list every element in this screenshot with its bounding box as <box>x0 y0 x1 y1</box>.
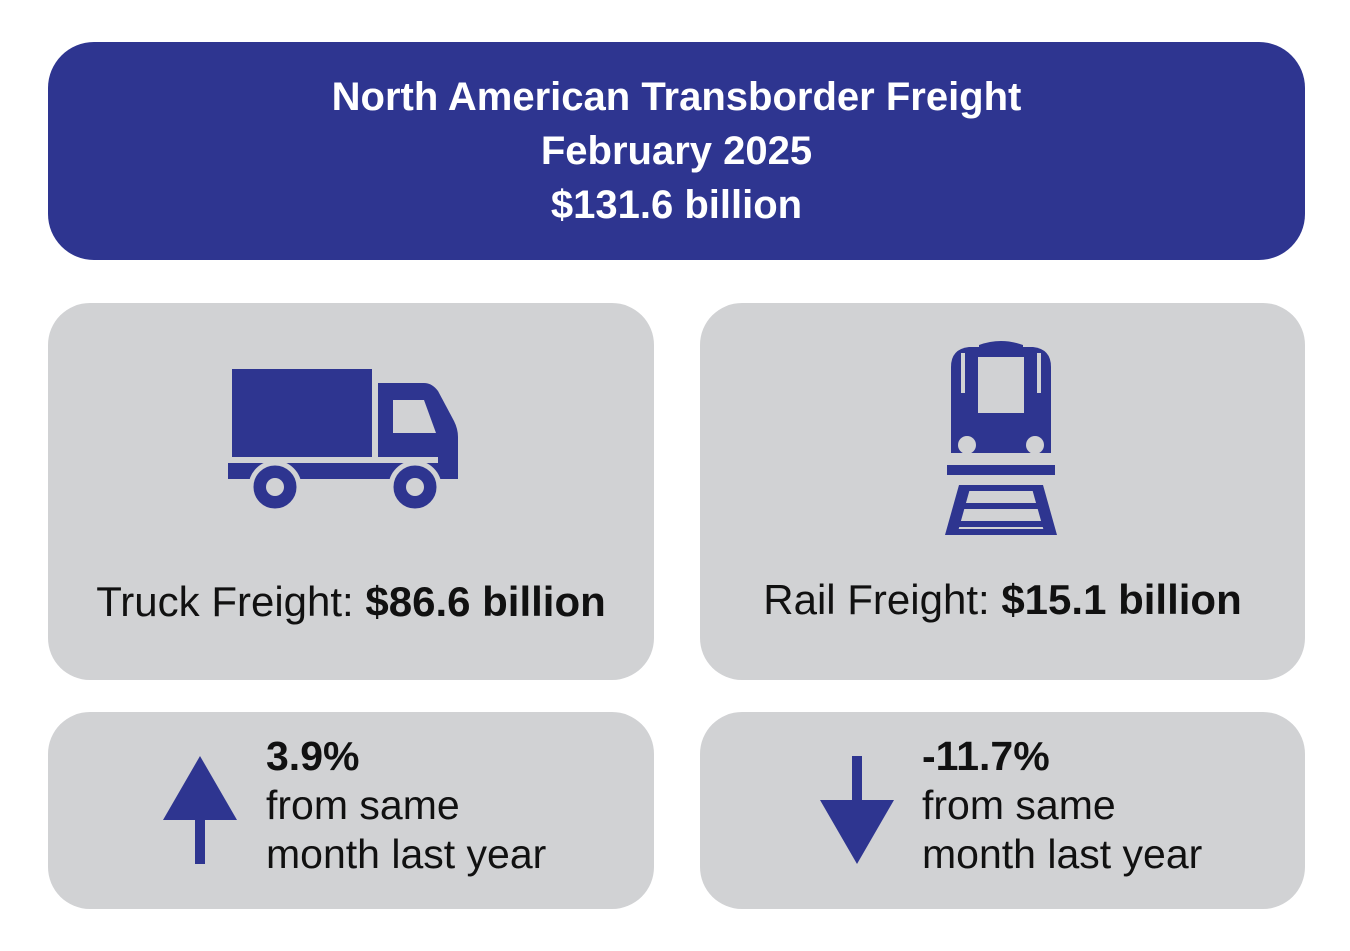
rail-freight-value: $15.1 billion <box>1001 576 1242 623</box>
header-total: $131.6 billion <box>550 183 803 227</box>
train-icon <box>945 341 1057 535</box>
truck-change-line1: from same <box>266 782 460 828</box>
truck-change-percent: 3.9% <box>266 733 360 779</box>
rail-change-line1: from same <box>922 782 1116 828</box>
rail-label-text: Rail Freight: <box>763 576 1002 623</box>
rail-change-text: -11.7% from same month last year <box>922 732 1202 879</box>
header-banner: North American Transborder Freight Febru… <box>48 42 1305 260</box>
arrow-down-icon <box>820 756 894 864</box>
truck-freight-value: $86.6 billion <box>365 578 606 625</box>
rail-change-card: -11.7% from same month last year <box>700 712 1305 909</box>
rail-change-percent: -11.7% <box>922 733 1050 779</box>
truck-icon <box>228 369 458 514</box>
truck-label-text: Truck Freight: <box>96 578 366 625</box>
rail-freight-label: Rail Freight: $15.1 billion <box>700 576 1305 624</box>
truck-change-card: 3.9% from same month last year <box>48 712 654 909</box>
truck-freight-label: Truck Freight: $86.6 billion <box>48 578 654 626</box>
header-title: North American Transborder Freight <box>331 75 1022 119</box>
arrow-up-icon <box>163 756 237 864</box>
rail-change-line2: month last year <box>922 831 1203 877</box>
truck-change-line2: month last year <box>266 831 547 877</box>
truck-change-text: 3.9% from same month last year <box>266 732 546 879</box>
truck-freight-card: Truck Freight: $86.6 billion <box>48 303 654 680</box>
header-period: February 2025 <box>540 129 813 173</box>
rail-freight-card: Rail Freight: $15.1 billion <box>700 303 1305 680</box>
